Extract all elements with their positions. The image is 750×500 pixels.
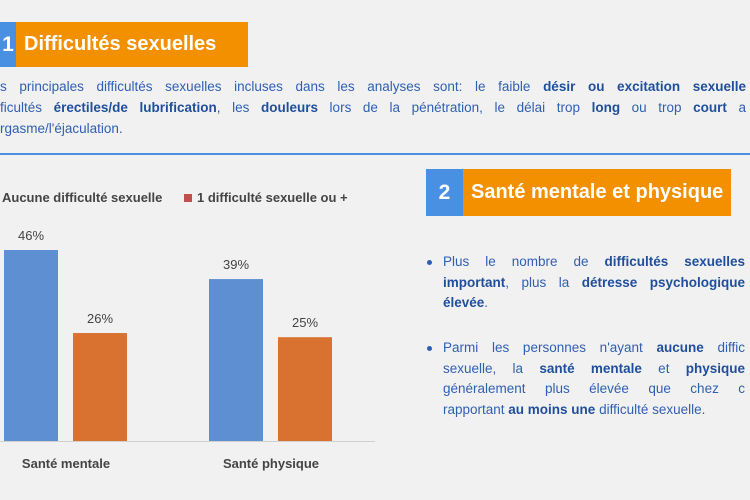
- bold-text: physique: [685, 360, 745, 376]
- legend-label: 1 difficulté sexuelle ou +: [197, 190, 348, 205]
- section2-header: 2 Santé mentale et physique: [426, 169, 731, 216]
- text: rapportant: [443, 401, 509, 417]
- text: diffic: [703, 340, 746, 355]
- text: .: [484, 295, 489, 310]
- text: et: [641, 360, 686, 376]
- text: ficultés: [0, 100, 54, 115]
- bar: [73, 333, 127, 441]
- bold-text: érectiles/de lubrification: [53, 100, 217, 115]
- text-line: rapportant au moins une difficulté sexue…: [443, 400, 745, 420]
- bold-text: au moins une: [508, 401, 596, 417]
- text: s principales difficultés sexuelles incl…: [0, 79, 544, 94]
- divider: [0, 153, 750, 155]
- text-line: s principales difficultés sexuelles incl…: [0, 77, 746, 97]
- data-label: 25%: [292, 315, 318, 330]
- text: a: [726, 100, 746, 115]
- bold-text: détresse psychologique: [581, 274, 745, 290]
- bold-text: aucune: [656, 340, 704, 355]
- text: difficulté sexuelle.: [595, 401, 706, 417]
- bold-text: difficultés sexuelles: [604, 254, 745, 269]
- text-line: ficultés érectiles/de lubrification, les…: [0, 98, 746, 118]
- category-label: Santé mentale: [22, 456, 110, 471]
- bold-text: douleurs: [260, 100, 318, 115]
- text: , les: [216, 100, 261, 115]
- text: lors de la pénétration, le délai trop: [317, 100, 592, 115]
- legend-item-one-plus: 1 difficulté sexuelle ou +: [184, 190, 348, 205]
- text-line: sexuelle, la santé mentale et physique: [443, 359, 745, 379]
- legend-item-none: Aucune difficulté sexuelle: [2, 190, 163, 205]
- bar-chart: 46% 39% 26% 25% Santé mentale Santé physique: [0, 228, 375, 471]
- chart-legend: Aucune difficulté sexuelle 1 difficulté …: [2, 190, 348, 205]
- text-line: Plus le nombre de difficultés sexuelles: [443, 252, 745, 272]
- text-line: élevée.: [443, 293, 745, 313]
- text: rgasme/l'éjaculation.: [0, 121, 123, 136]
- section2-number: 2: [426, 169, 463, 216]
- text: Plus le nombre de: [443, 254, 605, 269]
- category-label: Santé physique: [223, 456, 319, 471]
- bold-text: important: [443, 274, 506, 290]
- text-line: généralement plus élevée que chez c: [443, 379, 745, 399]
- text: Parmi les personnes n'ayant: [443, 340, 657, 355]
- bar: [209, 279, 263, 441]
- bold-text: élevée: [443, 295, 485, 310]
- bold-text: long: [591, 100, 621, 115]
- text-line: Parmi les personnes n'ayant aucune diffi…: [443, 338, 745, 358]
- legend-swatch: [184, 194, 192, 202]
- bar: [4, 250, 58, 441]
- section2-title: Santé mentale et physique: [463, 169, 731, 216]
- data-label: 26%: [87, 311, 113, 326]
- bullet-icon: [427, 346, 432, 351]
- section1-title: Difficultés sexuelles: [16, 22, 248, 67]
- data-label: 39%: [223, 257, 249, 272]
- bold-text: désir ou excitation sexuelle: [543, 79, 746, 94]
- section1-number: 1: [0, 22, 16, 67]
- bold-text: santé mentale: [539, 360, 642, 376]
- text: ou trop: [620, 100, 694, 115]
- data-label: 46%: [18, 228, 44, 243]
- bar: [278, 337, 332, 441]
- section1-header: 1 Difficultés sexuelles: [0, 22, 248, 67]
- text: , plus la: [505, 274, 582, 290]
- text-line: rgasme/l'éjaculation.: [0, 119, 746, 139]
- text: sexuelle, la: [443, 360, 540, 376]
- bullet-icon: [427, 260, 432, 265]
- text-line: important, plus la détresse psychologiqu…: [443, 273, 745, 293]
- bold-text: court: [693, 100, 727, 115]
- text: généralement plus élevée que chez c: [443, 381, 745, 396]
